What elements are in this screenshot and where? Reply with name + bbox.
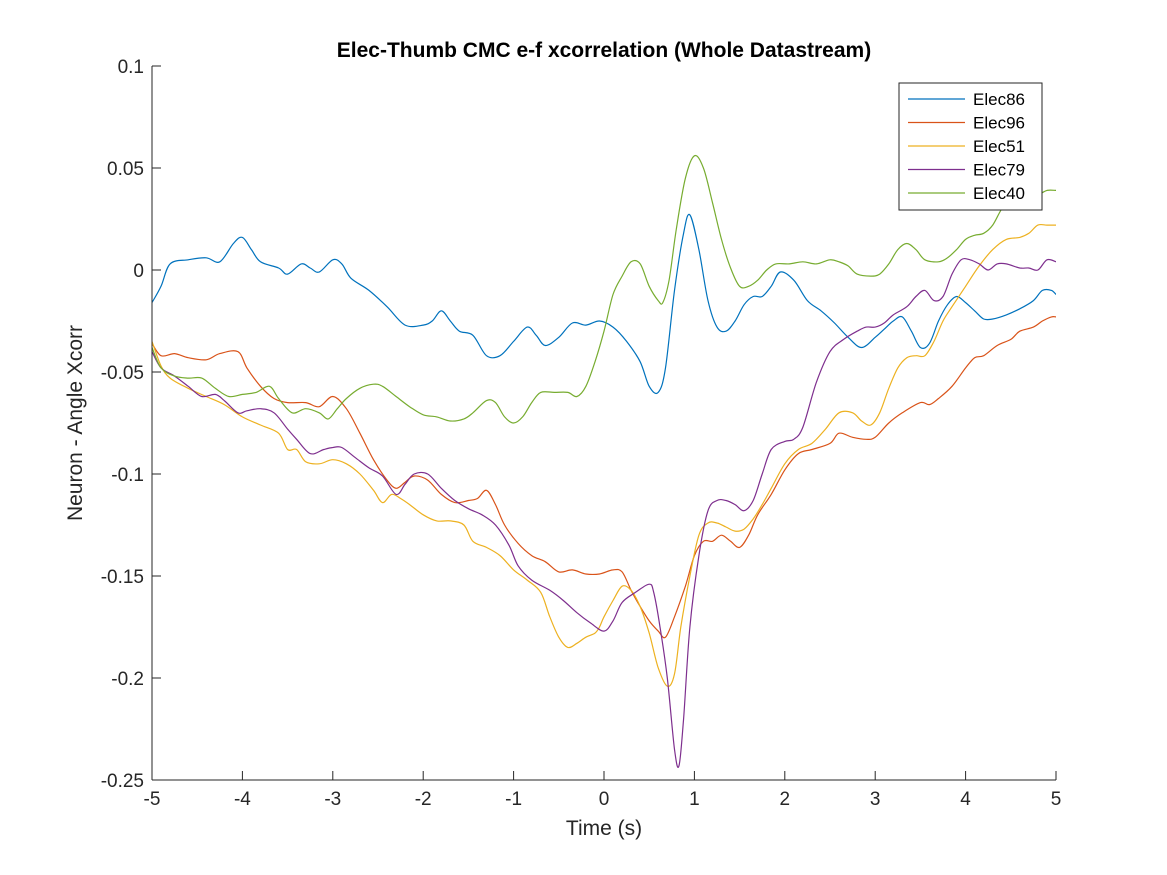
x-tick-label: 3 bbox=[870, 789, 881, 810]
x-axis-label: Time (s) bbox=[566, 817, 642, 840]
x-tick-label: -2 bbox=[415, 789, 432, 810]
y-tick-label: 0 bbox=[133, 261, 144, 282]
legend-label: Elec51 bbox=[973, 137, 1025, 156]
y-axis-label: Neuron - Angle Xcorr bbox=[64, 325, 87, 521]
series-line-elec51 bbox=[152, 223, 1056, 687]
x-tick-label: -4 bbox=[234, 789, 251, 810]
legend-label: Elec96 bbox=[973, 114, 1025, 133]
legend-label: Elec79 bbox=[973, 161, 1025, 180]
y-tick-label: -0.25 bbox=[101, 771, 144, 792]
y-tick-label: 0.1 bbox=[118, 57, 144, 78]
x-tick-label: 1 bbox=[689, 789, 700, 810]
x-tick-label: 4 bbox=[960, 789, 971, 810]
y-tick-label: -0.2 bbox=[111, 669, 144, 690]
legend-label: Elec86 bbox=[973, 90, 1025, 109]
y-tick-label: -0.05 bbox=[101, 363, 144, 384]
x-tick-label: 2 bbox=[780, 789, 791, 810]
y-tick-label: -0.1 bbox=[111, 465, 144, 486]
y-tick-label: 0.05 bbox=[107, 159, 144, 180]
y-ticks: -0.25 -0.2 -0.15 -0.1 -0.05 0 0.05 0.1 bbox=[101, 57, 161, 792]
chart-title: Elec-Thumb CMC e-f xcorrelation (Whole D… bbox=[337, 39, 871, 62]
x-tick-label: 5 bbox=[1051, 789, 1062, 810]
series-layer bbox=[152, 154, 1056, 768]
series-line-elec40 bbox=[152, 154, 1056, 424]
legend: Elec86 Elec96 Elec51 Elec79 Elec40 bbox=[898, 82, 1043, 211]
legend-label: Elec40 bbox=[973, 184, 1025, 203]
x-tick-label: -3 bbox=[324, 789, 341, 810]
series-line-elec86 bbox=[152, 213, 1056, 395]
x-ticks: -5 -4 -3 -2 -1 0 1 2 3 4 5 bbox=[144, 771, 1062, 810]
series-line-elec79 bbox=[152, 257, 1056, 768]
x-tick-label: -1 bbox=[505, 789, 522, 810]
y-tick-label: -0.15 bbox=[101, 567, 144, 588]
series-line-elec96 bbox=[152, 315, 1056, 639]
x-tick-label: 0 bbox=[599, 789, 610, 810]
x-tick-label: -5 bbox=[144, 789, 161, 810]
